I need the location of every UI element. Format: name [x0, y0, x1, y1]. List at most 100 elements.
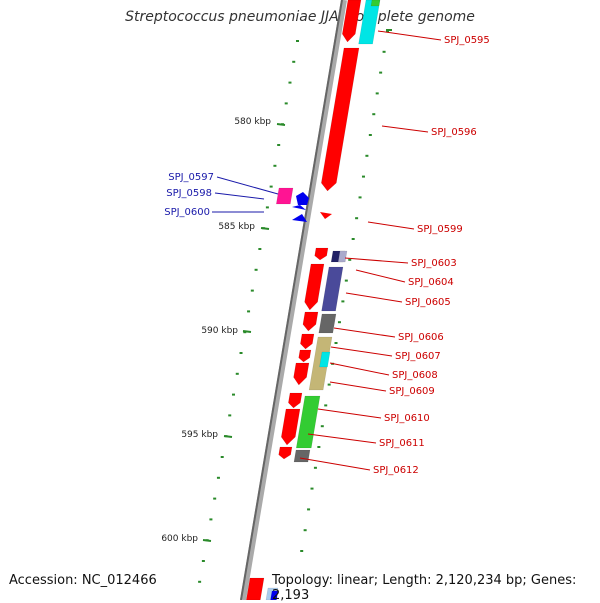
ruler-dot	[334, 342, 338, 344]
gene-block-spj-0598	[296, 192, 309, 205]
gene-label-spj-0600[interactable]: SPJ_0600	[164, 207, 210, 218]
tick-label-580: 580 kbp	[234, 117, 271, 127]
ruler-dot	[296, 40, 299, 42]
leader-line	[345, 292, 403, 303]
gene-block	[302, 311, 319, 332]
ruler-dot	[228, 414, 232, 417]
ruler-dot	[358, 196, 362, 199]
gene-label-spj-0596[interactable]: SPJ_0596	[431, 127, 477, 138]
ruler-dot	[348, 258, 352, 261]
gene-label-spj-0610[interactable]: SPJ_0610	[384, 413, 430, 424]
gene-block	[298, 349, 312, 363]
gene-block	[246, 577, 265, 600]
gene-block	[314, 247, 329, 261]
ruler-dot	[344, 279, 348, 282]
ruler-dot	[265, 206, 269, 209]
ruler-dot	[198, 580, 202, 583]
gene-label-spj-0611[interactable]: SPJ_0611	[379, 438, 425, 449]
ruler-dot	[386, 29, 392, 31]
genome-backbone	[240, 0, 347, 600]
ruler-dot	[269, 185, 273, 188]
leader-line	[329, 381, 387, 392]
ruler-dot	[303, 529, 307, 532]
leader-line	[214, 192, 265, 200]
ruler-dot	[250, 289, 254, 292]
kbp-ticks: 580 kbp 585 kbp 590 kbp 595 kbp 600 kbp	[161, 117, 286, 544]
leader-line	[377, 30, 442, 41]
leader-line	[355, 269, 406, 283]
ruler-dot	[239, 352, 243, 354]
ruler-dot	[209, 518, 213, 521]
ruler-dot	[375, 92, 379, 95]
ruler-dot	[213, 497, 217, 500]
gene-block	[288, 392, 303, 409]
leader-line	[317, 408, 382, 419]
ruler-dot	[379, 71, 383, 74]
gene-block	[337, 250, 348, 263]
gene-block	[370, 0, 381, 7]
gene-label-spj-0612[interactable]: SPJ_0612	[373, 465, 419, 476]
ruler-dot	[337, 321, 341, 324]
ruler-dot	[201, 560, 205, 562]
gene-block-spj-0606	[318, 313, 337, 334]
gene-label-spj-0595[interactable]: SPJ_0595	[444, 35, 490, 46]
gene-block-spj-0607	[300, 333, 315, 350]
gene-label-spj-0597[interactable]: SPJ_0597	[168, 172, 214, 183]
ruler-dot	[288, 81, 292, 84]
gene-block	[342, 0, 362, 43]
ruler-dot	[310, 487, 314, 490]
leader-line	[307, 433, 377, 444]
ruler-dot	[277, 144, 281, 146]
gene-label-spj-0609[interactable]: SPJ_0609	[389, 386, 435, 397]
genome-backbone-edge	[240, 0, 343, 600]
gene-label-spj-0608[interactable]: SPJ_0608	[392, 370, 438, 381]
ruler-dot	[307, 508, 311, 511]
leader-line	[299, 457, 371, 471]
gene-label-spj-0606[interactable]: SPJ_0606	[398, 332, 444, 343]
leader-line	[216, 176, 279, 195]
ruler-dot	[324, 404, 328, 407]
gene-block-spj-0604	[304, 263, 325, 311]
gene-features[interactable]	[246, 0, 381, 600]
gene-label-spj-0607[interactable]: SPJ_0607	[395, 351, 441, 362]
gene-label-spj-0598[interactable]: SPJ_0598	[166, 188, 212, 199]
gene-label-spj-0604[interactable]: SPJ_0604	[408, 277, 454, 288]
ruler-dot	[368, 134, 372, 136]
right-dotted-ruler	[300, 30, 389, 552]
gene-labels-right[interactable]: SPJ_0595 SPJ_0596 SPJ_0599 SPJ_0603 SPJ_…	[373, 35, 490, 476]
gene-label-spj-0605[interactable]: SPJ_0605	[405, 297, 451, 308]
ruler-dot	[216, 476, 220, 479]
ruler-dot	[327, 383, 331, 386]
label-leader-lines	[212, 29, 442, 471]
leader-line	[381, 125, 429, 133]
ruler-dot	[300, 550, 304, 552]
leader-line	[344, 257, 409, 264]
ruler-dot	[355, 217, 359, 220]
gene-block-spj-0596	[321, 47, 360, 192]
ruler-dot	[361, 175, 365, 178]
ruler-dot	[284, 102, 288, 105]
gene-block-spj-0600	[292, 214, 307, 222]
ruler-dot	[254, 268, 258, 271]
leader-line	[329, 362, 390, 376]
ruler-dot	[220, 456, 224, 458]
ruler-dot	[382, 50, 386, 53]
tick-label-600: 600 kbp	[161, 534, 198, 544]
gene-block-spj-0610	[295, 395, 321, 449]
leader-line	[367, 221, 415, 230]
ruler-dot	[351, 238, 355, 240]
gene-block	[358, 0, 381, 45]
gene-labels-left[interactable]: SPJ_0597 SPJ_0598 SPJ_0600	[164, 172, 214, 218]
gene-label-spj-0599[interactable]: SPJ_0599	[417, 224, 463, 235]
ruler-dot	[258, 248, 262, 250]
gene-label-spj-0603[interactable]: SPJ_0603	[411, 258, 457, 269]
gene-block-spj-0611	[281, 408, 301, 446]
ruler-dot	[372, 113, 376, 116]
tick-label-590: 590 kbp	[201, 326, 238, 336]
tick-label-595: 595 kbp	[181, 430, 218, 440]
ruler-dot	[273, 164, 277, 167]
ruler-dot	[235, 372, 239, 375]
gene-block-spj-0612	[293, 449, 311, 463]
ruler-dot	[231, 393, 235, 396]
